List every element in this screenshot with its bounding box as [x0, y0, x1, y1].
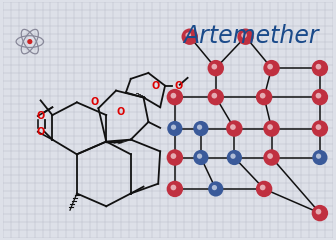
Point: [316, 210, 321, 214]
Point: [261, 95, 267, 99]
Point: [230, 154, 236, 158]
Text: Artemether: Artemether: [183, 24, 319, 48]
Point: [269, 156, 274, 159]
Point: [212, 186, 217, 190]
Point: [213, 187, 218, 191]
Point: [232, 127, 237, 131]
Point: [269, 127, 274, 131]
Point: [197, 154, 202, 158]
Point: [213, 66, 218, 70]
Point: [172, 156, 177, 159]
Point: [267, 125, 273, 129]
Text: O: O: [37, 111, 45, 121]
Point: [317, 156, 323, 159]
Point: [316, 125, 321, 129]
Point: [261, 187, 267, 191]
Point: [197, 125, 202, 129]
Text: O: O: [117, 107, 125, 117]
Point: [212, 65, 217, 69]
Point: [317, 95, 323, 99]
Point: [198, 156, 204, 159]
Point: [267, 154, 273, 158]
Point: [317, 66, 323, 70]
Point: [172, 95, 177, 99]
Point: [232, 156, 237, 159]
Point: [187, 35, 193, 39]
Point: [316, 65, 321, 69]
Text: O: O: [37, 127, 45, 137]
Point: [213, 95, 218, 99]
Point: [172, 187, 177, 191]
Point: [172, 127, 177, 131]
Text: O: O: [90, 97, 99, 107]
Point: [241, 33, 247, 37]
Point: [212, 94, 217, 98]
Point: [171, 186, 176, 189]
Point: [260, 94, 265, 98]
Point: [198, 127, 204, 131]
Point: [317, 127, 323, 131]
Point: [185, 33, 191, 37]
Text: O: O: [175, 81, 183, 91]
Point: [230, 125, 236, 129]
Point: [171, 94, 176, 98]
Point: [267, 65, 273, 69]
Point: [243, 35, 248, 39]
Point: [317, 211, 323, 215]
Point: [27, 40, 33, 43]
Point: [171, 125, 176, 129]
Point: [269, 66, 274, 70]
Point: [260, 186, 265, 189]
Point: [171, 154, 176, 158]
Point: [316, 94, 321, 98]
Text: O: O: [151, 81, 159, 91]
Point: [316, 154, 321, 158]
